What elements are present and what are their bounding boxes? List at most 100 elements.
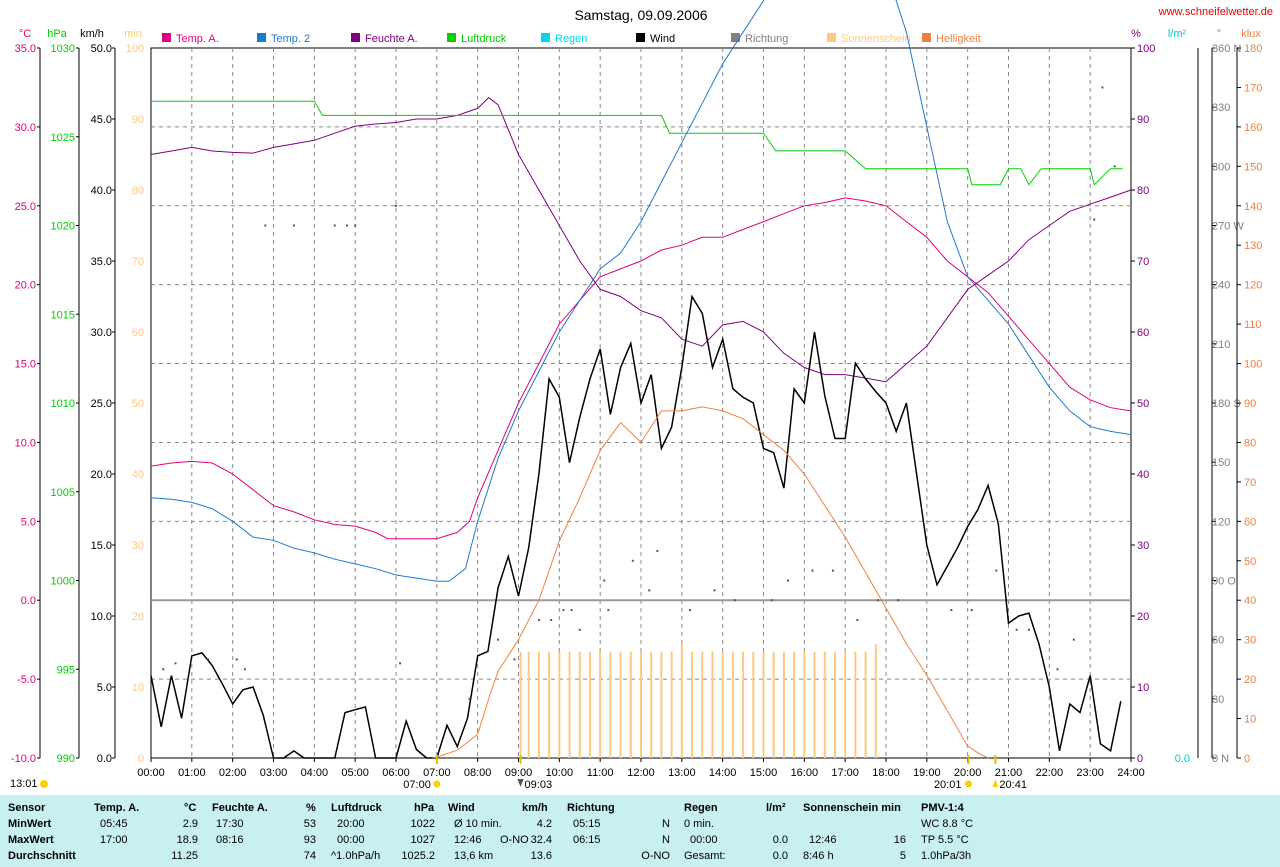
sunset-label: 20:01: [934, 779, 962, 791]
series-richtung-dot: [1113, 165, 1116, 168]
wind-axis-label: 40.0: [91, 185, 112, 197]
time-label: 07:00: [423, 767, 451, 779]
time-label: 24:00: [1117, 767, 1145, 779]
arrow-icon: [517, 779, 524, 787]
series-richtung-dot: [1093, 218, 1096, 221]
series-richtung-dot: [1027, 628, 1030, 631]
humidity-unit: %: [306, 802, 316, 814]
legend-label: Sonnenschein: [841, 33, 911, 45]
direction-axis-label: 150: [1212, 457, 1230, 469]
legend-swatch: [447, 33, 456, 42]
legend-label: Temp. A.: [176, 33, 219, 45]
series-richtung-dot: [333, 224, 336, 227]
sun-axis-label: 0: [138, 753, 144, 765]
summary-table: Sensor MinWert MaxWert Durchschnitt Temp…: [0, 795, 1280, 867]
sun-axis-label: 60: [132, 327, 144, 339]
wind-distance: 13,6 km: [454, 850, 494, 862]
time-label: 00:00: [137, 767, 165, 779]
light-axis-label: 140: [1244, 201, 1262, 213]
sun-header: Sonnenschein min: [803, 802, 901, 814]
sun-avg-value: 5: [899, 850, 906, 862]
series-richtung-dot: [689, 609, 691, 612]
row-min: MinWert: [8, 818, 52, 830]
wind-axis-label: 45.0: [91, 114, 112, 126]
direction-axis-label: 270 W: [1212, 221, 1244, 233]
time-label: 19:00: [913, 767, 941, 779]
rain-min-label: 0 min.: [684, 818, 714, 830]
temp-axis-label: -10.0: [11, 753, 36, 765]
time-label: 02:00: [219, 767, 247, 779]
temp-max-time: 17:00: [100, 834, 128, 846]
direction-axis-label: 210: [1212, 339, 1230, 351]
direction-axis-label: 120: [1212, 516, 1230, 528]
temp-header: Temp. A.: [94, 802, 140, 814]
weather-chart: Samstag, 09.09.2006 www.schneifelwetter.…: [10, 0, 1273, 791]
direction-max-value: N: [662, 834, 670, 846]
rain-axis-label: 0.0: [1175, 753, 1190, 765]
legend-label: Helligkeit: [936, 33, 981, 45]
wind-axis-label: 35.0: [91, 256, 112, 268]
pressure-avg-value: 1025.2: [401, 850, 435, 862]
temp-min-value: 2.9: [182, 818, 198, 830]
temp-axis-label: 20.0: [15, 280, 36, 292]
wind-min-label: Ø 10 min.: [454, 818, 502, 830]
series-richtung-dot: [603, 579, 606, 582]
wind-axis-label: 15.0: [91, 540, 112, 552]
wind-unit: km/h: [80, 28, 104, 40]
direction-max-time: 06:15: [573, 834, 601, 846]
direction-header: Richtung: [567, 802, 615, 814]
humidity-axis-label: 0: [1137, 753, 1143, 765]
pmv-windchill: WC 8.8 °C: [921, 818, 974, 830]
time-label: 03:00: [260, 767, 288, 779]
light-axis-label: 130: [1244, 240, 1262, 252]
direction-axis-label: 240: [1212, 280, 1230, 292]
pressure-axis-label: 1025: [51, 132, 75, 144]
humidity-max-time: 08:16: [216, 834, 244, 846]
series-richtung-dot: [995, 569, 998, 572]
light-axis-label: 50: [1244, 556, 1256, 568]
sun-icon: [964, 780, 972, 788]
light-axis-label: 110: [1244, 319, 1262, 331]
pmv-dewpoint: TP 5.5 °C: [921, 834, 969, 846]
series-richtung-dot: [513, 658, 516, 661]
legend-swatch: [541, 33, 550, 42]
direction-unit: °: [1217, 28, 1221, 40]
series-richtung-dot: [831, 569, 834, 572]
light-axis-label: 170: [1244, 82, 1262, 94]
wind-min-value: 4.2: [536, 818, 552, 830]
series-richtung-dot: [162, 668, 165, 671]
time-label: 12:00: [627, 767, 655, 779]
humidity-axis-label: 40: [1137, 469, 1149, 481]
series-richtung-dot: [1015, 628, 1018, 631]
wind-max-time: 12:46: [454, 834, 482, 846]
pressure-min-value: 1022: [410, 818, 435, 830]
series-richtung-dot: [497, 638, 500, 641]
series-richtung-dot: [578, 628, 581, 631]
sun-axis-label: 70: [132, 256, 144, 268]
series-lines: [150, 0, 1132, 759]
direction-axis-label: 60: [1212, 635, 1224, 647]
pressure-min-time: 20:00: [337, 818, 365, 830]
sunshine-bars: [519, 644, 877, 758]
series-richtung-dot: [354, 224, 357, 227]
series-richtung-dot: [648, 589, 651, 592]
pressure-unit: hPa: [414, 802, 435, 814]
series-richtung-dot: [856, 618, 859, 621]
humidity-min-value: 53: [303, 818, 316, 830]
sun-axis-label: 30: [132, 540, 144, 552]
time-label: 16:00: [791, 767, 819, 779]
time-label: 17:00: [831, 767, 859, 779]
wind-axis-label: 50.0: [91, 43, 112, 55]
time-label: 04:00: [301, 767, 329, 779]
series-richtung-dot: [713, 589, 716, 592]
pmv-pressure-trend: 1.0hPa/3h: [921, 850, 972, 862]
pressure-axis-label: 990: [57, 753, 75, 765]
temp-axis-label: 15.0: [15, 359, 36, 371]
wind-axis-label: 0.0: [97, 753, 112, 765]
time-label: 09:00: [505, 767, 533, 779]
site-url: www.schneifelwetter.de: [1158, 6, 1273, 18]
event-markers: 13:01 07:00 09:03 20:01 20:41: [10, 755, 1027, 791]
sun-axis-label: 50: [132, 398, 144, 410]
series-richtung-dot: [537, 618, 540, 621]
series-richtung-dot: [1101, 86, 1104, 89]
